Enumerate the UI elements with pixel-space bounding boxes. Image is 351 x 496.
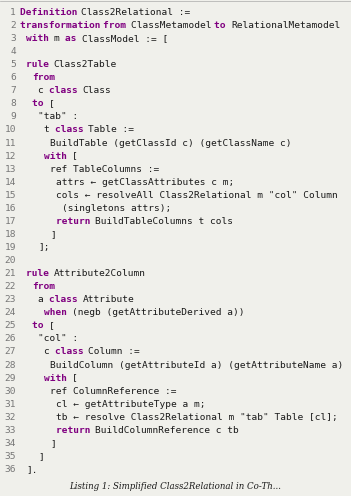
- Text: to: to: [32, 321, 49, 330]
- Text: BuildColumn (getAttributeId a) (getAttributeName a): BuildColumn (getAttributeId a) (getAttri…: [50, 361, 343, 370]
- Text: cl ← getAttributeType a m;: cl ← getAttributeType a m;: [56, 400, 205, 409]
- Text: (negb (getAttributeDerived a)): (negb (getAttributeDerived a)): [72, 309, 244, 317]
- Text: to: to: [214, 21, 232, 30]
- Text: cols ← resolveAll Class2Relational m "col" Column: cols ← resolveAll Class2Relational m "co…: [56, 191, 338, 200]
- Text: tb ← resolve Class2Relational m "tab" Table [cl];: tb ← resolve Class2Relational m "tab" Ta…: [56, 413, 338, 422]
- Text: return: return: [56, 426, 96, 435]
- Text: ref ColumnReference :=: ref ColumnReference :=: [50, 386, 177, 396]
- Text: ]: ]: [50, 439, 56, 448]
- Text: 31: 31: [5, 400, 16, 409]
- Text: rule: rule: [26, 60, 55, 69]
- Text: ref TableColumns :=: ref TableColumns :=: [50, 165, 159, 174]
- Text: class: class: [49, 295, 84, 304]
- Text: when: when: [44, 309, 73, 317]
- Text: ];: ];: [38, 243, 49, 252]
- Text: class: class: [49, 86, 84, 95]
- Text: 2: 2: [10, 21, 16, 30]
- Text: [: [: [72, 373, 78, 382]
- Text: with: with: [44, 373, 73, 382]
- Text: 19: 19: [5, 243, 16, 252]
- Text: rule: rule: [26, 269, 55, 278]
- Text: to: to: [32, 99, 49, 109]
- Text: ClassMetamodel: ClassMetamodel: [131, 21, 217, 30]
- Text: 18: 18: [5, 230, 16, 239]
- Text: 9: 9: [10, 113, 16, 122]
- Text: "tab" :: "tab" :: [38, 113, 78, 122]
- Text: return: return: [56, 217, 96, 226]
- Text: 16: 16: [5, 204, 16, 213]
- Text: Definition: Definition: [20, 8, 83, 17]
- Text: m: m: [54, 34, 65, 43]
- Text: 8: 8: [10, 99, 16, 109]
- Text: ]: ]: [38, 452, 44, 461]
- Text: 28: 28: [5, 361, 16, 370]
- Text: 35: 35: [5, 452, 16, 461]
- Text: BuildTable (getClassId c) (getClassName c): BuildTable (getClassId c) (getClassName …: [50, 138, 291, 147]
- Text: ClassModel := [: ClassModel := [: [81, 34, 168, 43]
- Text: 7: 7: [10, 86, 16, 95]
- Text: 5: 5: [10, 60, 16, 69]
- Text: RelationalMetamodel: RelationalMetamodel: [231, 21, 340, 30]
- Text: Attribute: Attribute: [82, 295, 134, 304]
- Text: 14: 14: [5, 178, 16, 186]
- Text: Table :=: Table :=: [88, 125, 134, 134]
- Text: a: a: [38, 295, 49, 304]
- Text: 17: 17: [5, 217, 16, 226]
- Text: 22: 22: [5, 282, 16, 291]
- Text: (singletons attrs);: (singletons attrs);: [62, 204, 171, 213]
- Text: 24: 24: [5, 309, 16, 317]
- Text: [: [: [49, 99, 54, 109]
- Text: 23: 23: [5, 295, 16, 304]
- Text: 33: 33: [5, 426, 16, 435]
- Text: 36: 36: [5, 465, 16, 474]
- Text: [: [: [49, 321, 54, 330]
- Text: Class2Relational :=: Class2Relational :=: [81, 8, 190, 17]
- Text: class: class: [55, 125, 90, 134]
- Text: 27: 27: [5, 347, 16, 357]
- Text: 34: 34: [5, 439, 16, 448]
- Text: 15: 15: [5, 191, 16, 200]
- Text: 1: 1: [10, 8, 16, 17]
- Text: 32: 32: [5, 413, 16, 422]
- Text: ].: ].: [26, 465, 38, 474]
- Text: [: [: [72, 152, 78, 161]
- Text: 29: 29: [5, 373, 16, 382]
- Text: attrs ← getClassAttributes c m;: attrs ← getClassAttributes c m;: [56, 178, 234, 186]
- Text: 13: 13: [5, 165, 16, 174]
- Text: as: as: [65, 34, 82, 43]
- Text: 20: 20: [5, 256, 16, 265]
- Text: 30: 30: [5, 386, 16, 396]
- Text: 3: 3: [10, 34, 16, 43]
- Text: with: with: [26, 34, 55, 43]
- Text: BuildTableColumns t cols: BuildTableColumns t cols: [95, 217, 233, 226]
- Text: transformation: transformation: [20, 21, 106, 30]
- Text: 11: 11: [5, 138, 16, 147]
- Text: 25: 25: [5, 321, 16, 330]
- Text: from: from: [103, 21, 132, 30]
- Text: Class2Table: Class2Table: [54, 60, 117, 69]
- Text: with: with: [44, 152, 73, 161]
- Text: Class: Class: [82, 86, 111, 95]
- Text: 26: 26: [5, 334, 16, 343]
- Text: 21: 21: [5, 269, 16, 278]
- Text: 10: 10: [5, 125, 16, 134]
- Text: BuildColumnReference c tb: BuildColumnReference c tb: [95, 426, 239, 435]
- Text: 6: 6: [10, 73, 16, 82]
- Text: class: class: [55, 347, 90, 357]
- Text: "col" :: "col" :: [38, 334, 78, 343]
- Text: Attribute2Column: Attribute2Column: [54, 269, 146, 278]
- Text: Listing 1: Simplified Class2Relational in Co-Th...: Listing 1: Simplified Class2Relational i…: [69, 482, 282, 491]
- Text: c: c: [38, 86, 49, 95]
- Text: from: from: [32, 282, 55, 291]
- Text: t: t: [44, 125, 55, 134]
- Text: Column :=: Column :=: [88, 347, 140, 357]
- Text: 12: 12: [5, 152, 16, 161]
- Text: from: from: [32, 73, 55, 82]
- Text: c: c: [44, 347, 55, 357]
- Text: ]: ]: [50, 230, 56, 239]
- Text: 4: 4: [10, 47, 16, 56]
